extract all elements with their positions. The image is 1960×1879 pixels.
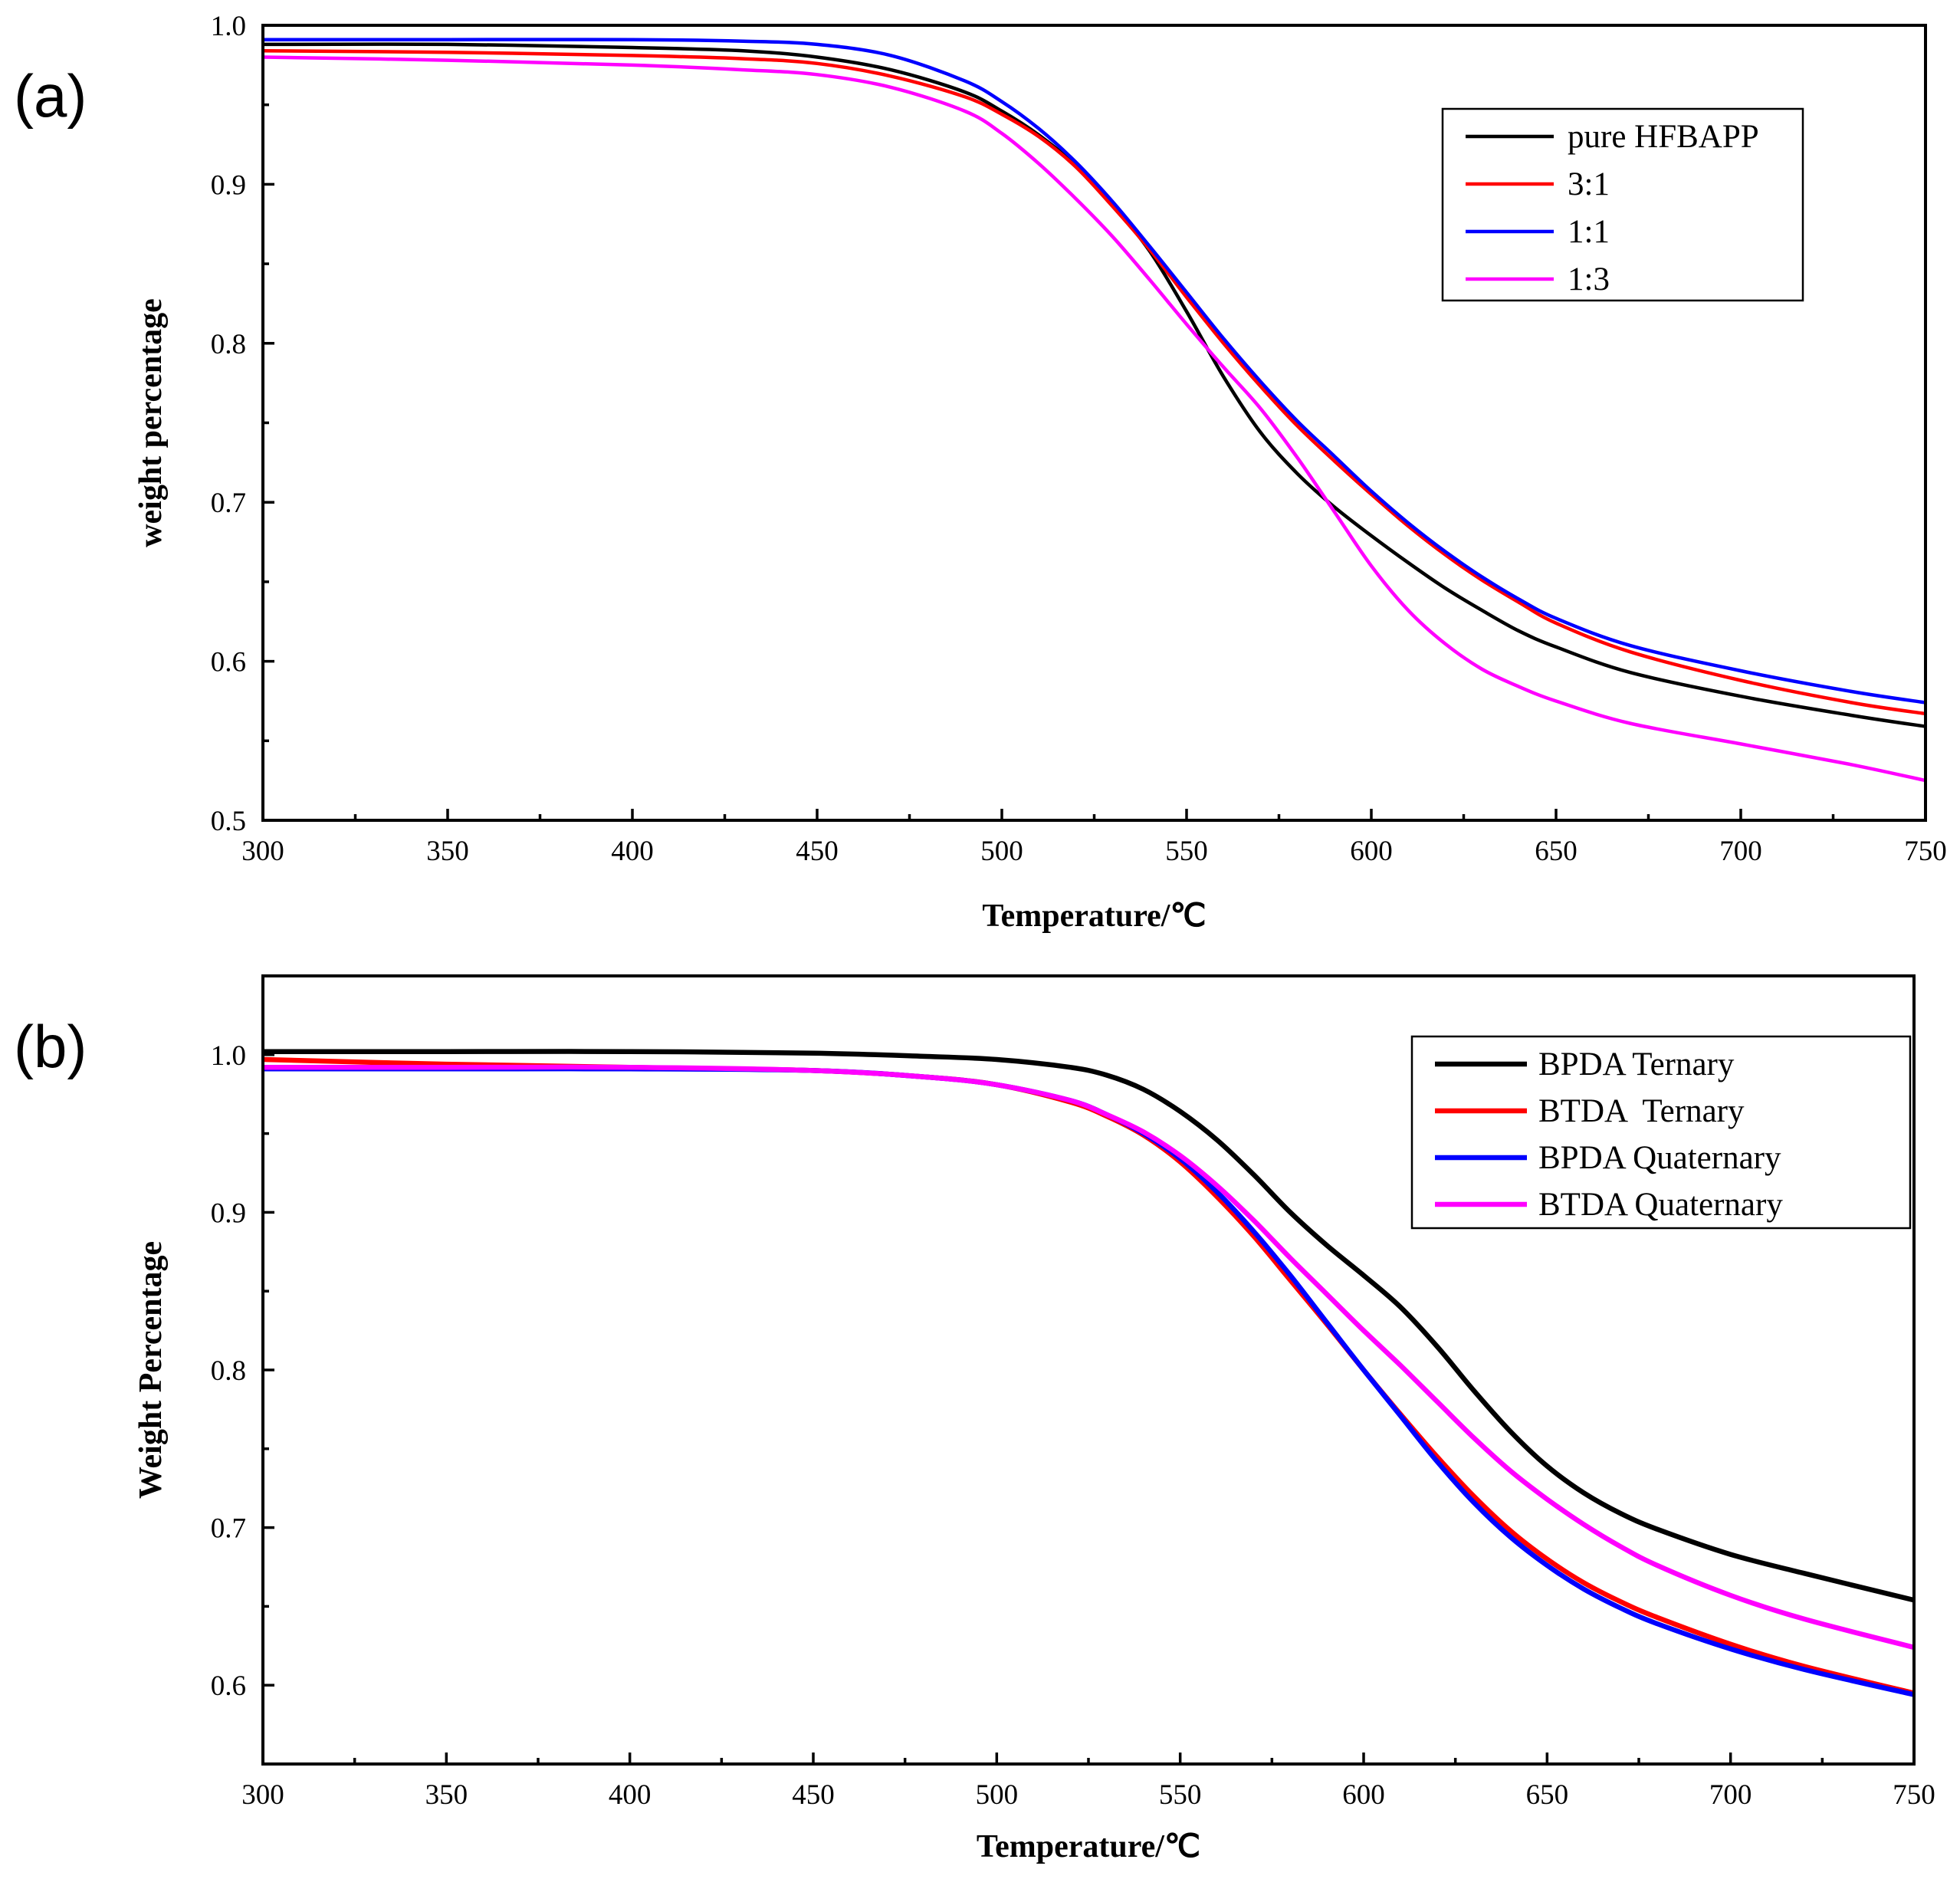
panel-b-x-tick-label: 500: [976, 1779, 1019, 1811]
panel-b-y-tick-label: 0.9: [211, 1197, 246, 1229]
panel-b-y-tick-label: 0.7: [211, 1513, 246, 1545]
panel-a-x-tick-label: 750: [1904, 836, 1947, 867]
panel-b-legend-label-2: BTDA Ternary: [1538, 1093, 1745, 1129]
panel-b-x-tick-label: 750: [1893, 1779, 1935, 1811]
panel-b-y-tick-label: 0.8: [211, 1355, 246, 1387]
panel-a-y-tick-label: 1.0: [211, 11, 246, 42]
panel-b-x-tick-label: 600: [1342, 1779, 1385, 1811]
panel-b-x-tick-label: 700: [1709, 1779, 1752, 1811]
panel-a-series-line-4: [263, 55, 1926, 783]
panel-b-x-tick-label: 450: [792, 1779, 835, 1811]
panel-b-x-tick-label: 350: [425, 1779, 468, 1811]
panel-a-chart: (a) 300 350 400 450 500 550 600 650 700 750 0.5 0.6 0…: [14, 11, 1947, 934]
panel-b-chart: (b) 300 350 400 450 500 550 600 650 700 750 0.6 0.7 0…: [14, 974, 1935, 1864]
panel-a-x-tick-label: 500: [980, 836, 1023, 867]
panel-a-y-axis-title: weight percentage: [133, 298, 169, 547]
panel-b-x-tick-label: 650: [1526, 1779, 1569, 1811]
panel-b-y-tick-label: 1.0: [211, 1040, 246, 1072]
panel-a-x-tick-label: 400: [611, 836, 654, 867]
panel-b-legend-label-1: BPDA Ternary: [1538, 1046, 1735, 1082]
panel-a-y-tick-label: 0.6: [211, 647, 246, 678]
panel-a-legend: pure HFBAPP 3:1 1:1 1:3: [1441, 107, 1804, 302]
panel-b-x-tick-label: 400: [609, 1779, 652, 1811]
panel-b-legend-label-4: BTDA Quaternary: [1538, 1187, 1783, 1223]
panel-a-y-tick-label: 0.5: [211, 806, 246, 837]
panel-a-x-tick-label: 350: [426, 836, 469, 867]
panel-a-x-tick-label: 550: [1165, 836, 1208, 867]
panel-a-series-line-2: [263, 48, 1926, 716]
panel-b-x-tick-label: 550: [1159, 1779, 1202, 1811]
panel-a-x-tick-label: 450: [796, 836, 839, 867]
panel-a-legend-label-2: 3:1: [1568, 166, 1610, 202]
panel-a-legend-label-4: 1:3: [1568, 261, 1610, 297]
panel-b-label: (b): [14, 1013, 87, 1080]
panel-a-series-line-1: [263, 42, 1926, 728]
panel-a-series-line-3: [263, 38, 1926, 705]
panel-b-series-line-1: [263, 1049, 1914, 1603]
panel-a-y-tick-label: 0.7: [211, 488, 246, 519]
panel-b-series-line-4: [263, 1064, 1914, 1651]
panel-a-x-tick-label: 600: [1350, 836, 1393, 867]
panel-b-x-axis-title: Temperature/℃: [977, 1829, 1200, 1864]
panel-a-x-tick-label: 650: [1535, 836, 1578, 867]
panel-a-y-tick-label: 0.8: [211, 329, 246, 360]
panel-a-legend-box: [1441, 107, 1804, 302]
panel-b-x-tick-label: 300: [241, 1779, 284, 1811]
panel-b-legend-box: [1410, 1035, 1912, 1230]
panel-a-legend-label-3: 1:1: [1568, 214, 1610, 250]
panel-b-legend: BPDA Ternary BTDA Ternary BPDA Quaternary B…: [1410, 1035, 1912, 1230]
panel-a-y-tick-label: 0.9: [211, 169, 246, 201]
panel-a-x-tick-label: 700: [1719, 836, 1762, 867]
panel-b-y-axis-title: Weight Percentage: [133, 1241, 169, 1499]
panel-b-legend-label-3: BPDA Quaternary: [1538, 1140, 1781, 1176]
panel-b-y-tick-label: 0.6: [211, 1670, 246, 1702]
panel-a-x-axis-title: Temperature/℃: [982, 898, 1206, 934]
panel-a-label: (a): [14, 62, 87, 130]
panel-a-x-tick-label: 300: [241, 836, 284, 867]
panel-a-legend-label-1: pure HFBAPP: [1568, 119, 1759, 155]
